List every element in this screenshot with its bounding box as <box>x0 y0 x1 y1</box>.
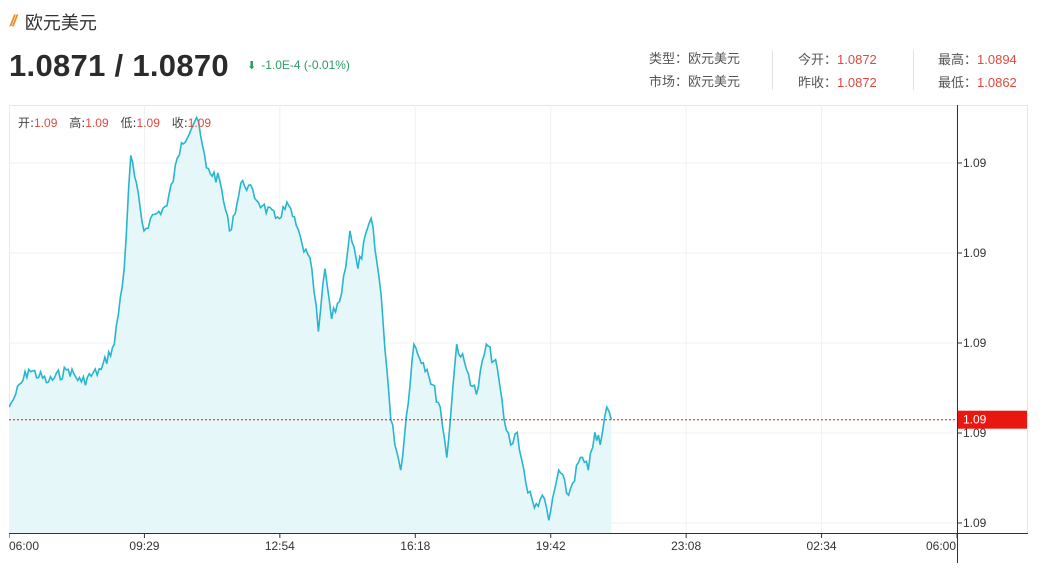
price-area <box>9 117 612 533</box>
down-arrow-icon: ⬇ <box>247 59 257 72</box>
market-label: 市场： <box>649 75 689 90</box>
x-tick-label: 06:00 <box>926 539 956 553</box>
x-tick-label: 16:18 <box>400 539 430 553</box>
ohlc-close-label: 收: <box>171 116 188 130</box>
market-value: 欧元美元 <box>688 75 741 90</box>
info-col-high: 最高：1.0894 最低：1.0862 <box>938 48 1017 94</box>
chart-area[interactable]: 1.09 1.09 1.09 1.09 1.09 06:00 09:29 12:54 16:1… <box>8 105 1029 565</box>
ohlc-open-value: 1.09 <box>34 116 58 130</box>
ohlc-low-label: 低: <box>120 116 137 130</box>
y-tick-label: 1.09 <box>963 156 987 170</box>
high-label: 最高： <box>938 53 978 68</box>
info-col-open: 今开：1.0872 昨收：1.0872 <box>798 48 877 94</box>
price-quote: 1.0871 / 1.0870 <box>9 48 229 83</box>
y-tick-label: 1.09 <box>963 336 987 350</box>
y-axis-ticks: 1.091.091.091.091.09 <box>957 156 987 530</box>
open-label: 今开： <box>798 53 838 68</box>
info-divider <box>772 50 773 90</box>
type-label: 类型： <box>649 52 689 67</box>
x-tick-label: 09:29 <box>129 539 159 553</box>
title-row: // 欧元美元 <box>10 10 97 34</box>
info-col-type: 类型：欧元美元 市场：欧元美元 <box>649 48 740 94</box>
x-tick-label: 12:54 <box>265 539 295 553</box>
x-tick-label: 06:00 <box>9 539 39 553</box>
ohlc-legend: 开:1.09 高:1.09 低:1.09 收:1.09 <box>18 114 219 131</box>
prev-close-value: 1.0872 <box>837 75 877 90</box>
high-value: 1.0894 <box>977 52 1017 67</box>
prev-close-label: 昨收： <box>798 76 838 91</box>
x-axis-ticks: 06:00 09:29 12:54 16:18 19:42 23:08 02:34 06:00 <box>8 533 958 553</box>
y-tick-label: 1.09 <box>963 426 987 440</box>
ohlc-close-value: 1.09 <box>187 116 212 130</box>
ohlc-high-value: 1.09 <box>85 116 109 130</box>
price-line <box>8 115 613 521</box>
low-value: 1.0862 <box>977 75 1017 90</box>
price-change: ⬇ -1.0E-4 (-0.01%) <box>247 58 350 72</box>
y-tick-label: 1.09 <box>963 246 987 260</box>
y-tick-label: 1.09 <box>963 516 987 530</box>
ohlc-low-value: 1.09 <box>136 116 160 130</box>
current-price-tag-bg <box>958 410 1027 429</box>
current-price-tag-label: 1.09 <box>963 413 987 427</box>
type-value: 欧元美元 <box>688 52 741 67</box>
x-tick-label: 23:08 <box>671 539 701 553</box>
price-change-value: -1.0E-4 (-0.01%) <box>261 58 350 72</box>
x-tick-label: 19:42 <box>536 539 566 553</box>
info-divider <box>913 50 914 90</box>
price-chart[interactable]: 1.091.091.091.091.09 06:00 09:29 12:54 16:1… <box>8 105 1029 565</box>
current-price-tag: 1.09 <box>958 410 1027 429</box>
low-label: 最低： <box>938 76 978 91</box>
page-title: 欧元美元 <box>24 13 97 34</box>
brand-slash-icon: // <box>10 13 17 30</box>
open-value: 1.0872 <box>837 52 877 67</box>
x-tick-label: 02:34 <box>807 539 837 553</box>
ohlc-open-label: 开: <box>18 116 35 130</box>
ohlc-high-label: 高: <box>69 116 86 130</box>
